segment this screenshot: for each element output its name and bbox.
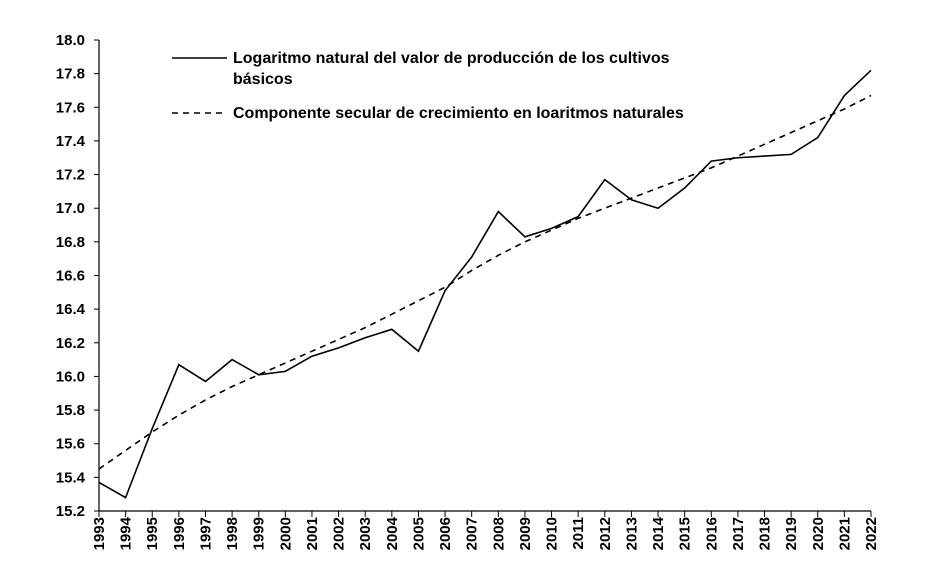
x-tick-label: 1996 bbox=[171, 517, 188, 550]
x-tick-label: 1995 bbox=[144, 517, 161, 550]
production-series-line bbox=[98, 69, 872, 499]
x-tick-label: 2012 bbox=[597, 517, 614, 550]
x-tick-label: 2005 bbox=[410, 517, 427, 550]
x-tick-label: 2010 bbox=[544, 517, 561, 550]
series-layer bbox=[98, 69, 872, 499]
x-tick-label: 2019 bbox=[783, 517, 800, 550]
x-tick-label: 2008 bbox=[490, 517, 507, 550]
y-tick-label: 17.6 bbox=[56, 99, 85, 116]
y-tick-label: 15.6 bbox=[56, 436, 85, 453]
x-tick-label: 1994 bbox=[118, 516, 135, 550]
x-tick-label: 2016 bbox=[703, 517, 720, 550]
x-tick-label: 1999 bbox=[251, 517, 268, 550]
y-tick-label: 17.2 bbox=[56, 167, 85, 184]
y-tick-label: 15.8 bbox=[56, 402, 85, 419]
x-tick-label: 2007 bbox=[464, 517, 481, 550]
legend: Logaritmo natural del valor de producció… bbox=[172, 50, 684, 122]
x-tick-label: 2017 bbox=[730, 517, 747, 550]
x-tick-label: 2015 bbox=[677, 517, 694, 550]
y-tick-label: 16.4 bbox=[56, 301, 86, 318]
x-tick-label: 2018 bbox=[757, 517, 774, 550]
x-tick-label: 2014 bbox=[650, 516, 667, 550]
x-tick-label: 2006 bbox=[437, 517, 454, 550]
x-tick-label: 2021 bbox=[836, 517, 853, 550]
x-tick-label: 1997 bbox=[197, 517, 214, 550]
legend-item: Componente secular de crecimiento en loa… bbox=[172, 105, 684, 122]
x-axis-ticks: 1993 1994 1995 1996 1997 1998 1999 2000 2001 2002… bbox=[91, 511, 880, 550]
y-tick-label: 15.2 bbox=[56, 503, 85, 520]
x-tick-label: 2003 bbox=[357, 517, 374, 550]
y-tick-label: 16.8 bbox=[56, 234, 85, 251]
legend-label: básicos bbox=[233, 71, 293, 88]
legend-label: Logaritmo natural del valor de producció… bbox=[233, 50, 670, 67]
x-tick-label: 2009 bbox=[517, 517, 534, 550]
x-tick-label: 2002 bbox=[331, 517, 348, 550]
y-tick-label: 18.0 bbox=[56, 32, 85, 49]
y-axis-ticks: 15.2 15.4 15.6 15.8 16.0 16.2 16.4 16.6 16.8 17.0… bbox=[56, 32, 99, 520]
x-tick-label: 1993 bbox=[91, 517, 108, 550]
x-tick-label: 2022 bbox=[863, 517, 880, 550]
legend-item: Logaritmo natural del valor de producció… bbox=[172, 50, 670, 88]
y-tick-label: 17.8 bbox=[56, 66, 85, 83]
x-tick-label: 2004 bbox=[384, 516, 401, 550]
x-tick-label: 1998 bbox=[224, 517, 241, 550]
y-tick-label: 16.2 bbox=[56, 335, 85, 352]
x-tick-label: 2011 bbox=[570, 517, 587, 550]
legend-label: Componente secular de crecimiento en loa… bbox=[233, 105, 684, 122]
y-tick-label: 15.4 bbox=[56, 469, 86, 486]
x-tick-label: 2013 bbox=[623, 517, 640, 550]
y-tick-label: 16.0 bbox=[56, 368, 85, 385]
y-tick-label: 17.4 bbox=[56, 133, 86, 150]
x-tick-label: 2020 bbox=[810, 517, 827, 550]
x-tick-label: 2001 bbox=[304, 517, 321, 550]
trend-series-line bbox=[98, 94, 872, 470]
x-tick-label: 2000 bbox=[277, 517, 294, 550]
y-tick-label: 17.0 bbox=[56, 200, 85, 217]
y-tick-label: 16.6 bbox=[56, 268, 85, 285]
